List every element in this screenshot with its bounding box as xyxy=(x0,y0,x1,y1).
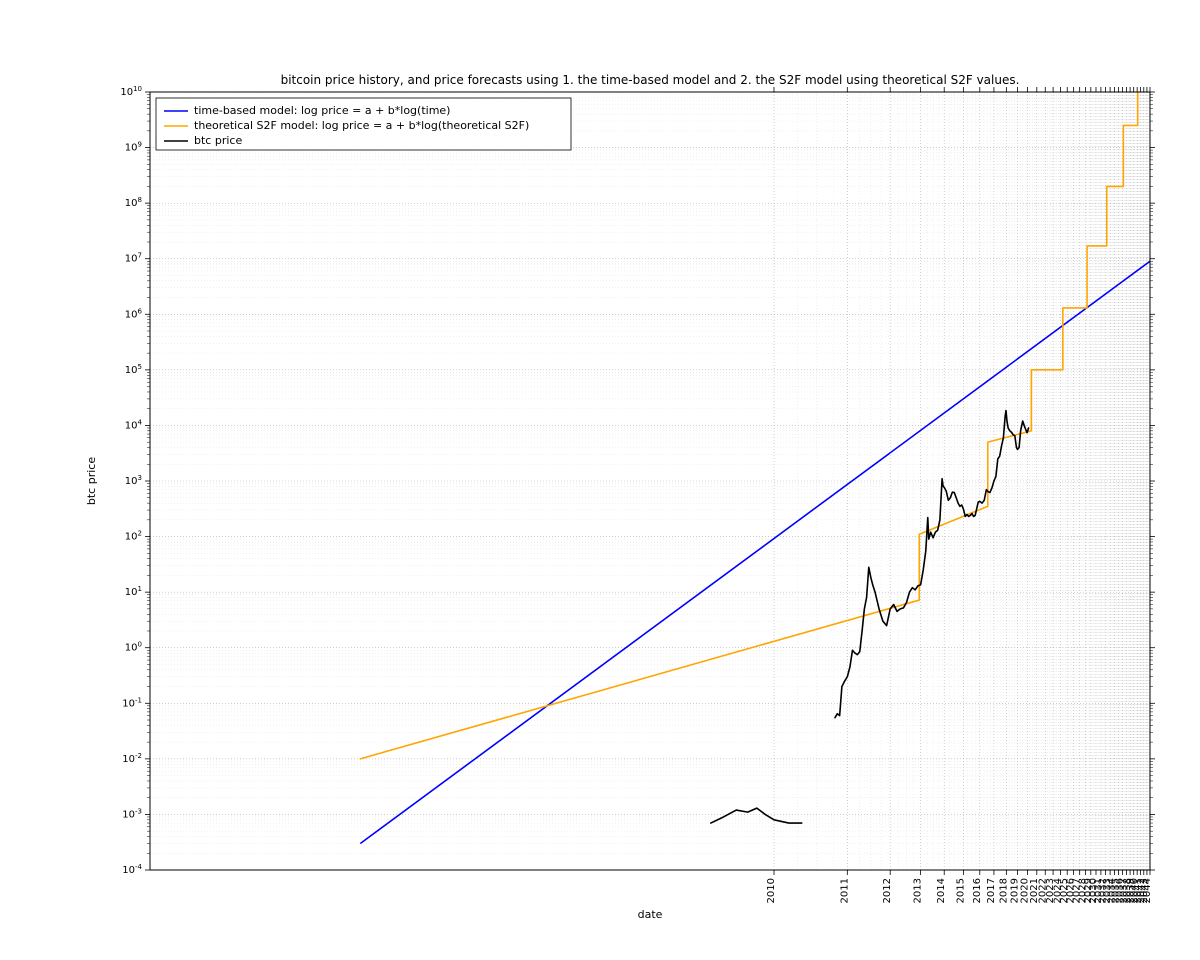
x-tick-label: 2012 xyxy=(882,878,893,903)
x-tick-label: 2013 xyxy=(913,878,924,903)
x-tick-label: 2044 xyxy=(1142,878,1153,903)
x-axis-label: date xyxy=(638,908,663,921)
x-tick-label: 2015 xyxy=(955,878,966,903)
x-tick-label: 2018 xyxy=(998,878,1009,903)
chart-container: 10-410-310-210-1100101102103104105106107… xyxy=(0,0,1200,960)
x-tick-label: 2010 xyxy=(766,878,777,903)
x-tick-label: 2017 xyxy=(986,878,997,903)
legend-label: theoretical S2F model: log price = a + b… xyxy=(194,119,529,132)
x-tick-label: 2011 xyxy=(839,878,850,903)
legend-label: time-based model: log price = a + b*log(… xyxy=(194,104,450,117)
x-tick-label: 2016 xyxy=(972,878,983,903)
legend-label: btc price xyxy=(194,134,242,147)
y-axis-label: btc price xyxy=(85,457,98,505)
x-tick-label: 2014 xyxy=(936,878,947,903)
chart-svg: 10-410-310-210-1100101102103104105106107… xyxy=(0,0,1200,960)
legend: time-based model: log price = a + b*log(… xyxy=(156,98,571,150)
chart-title: bitcoin price history, and price forecas… xyxy=(281,73,1020,87)
